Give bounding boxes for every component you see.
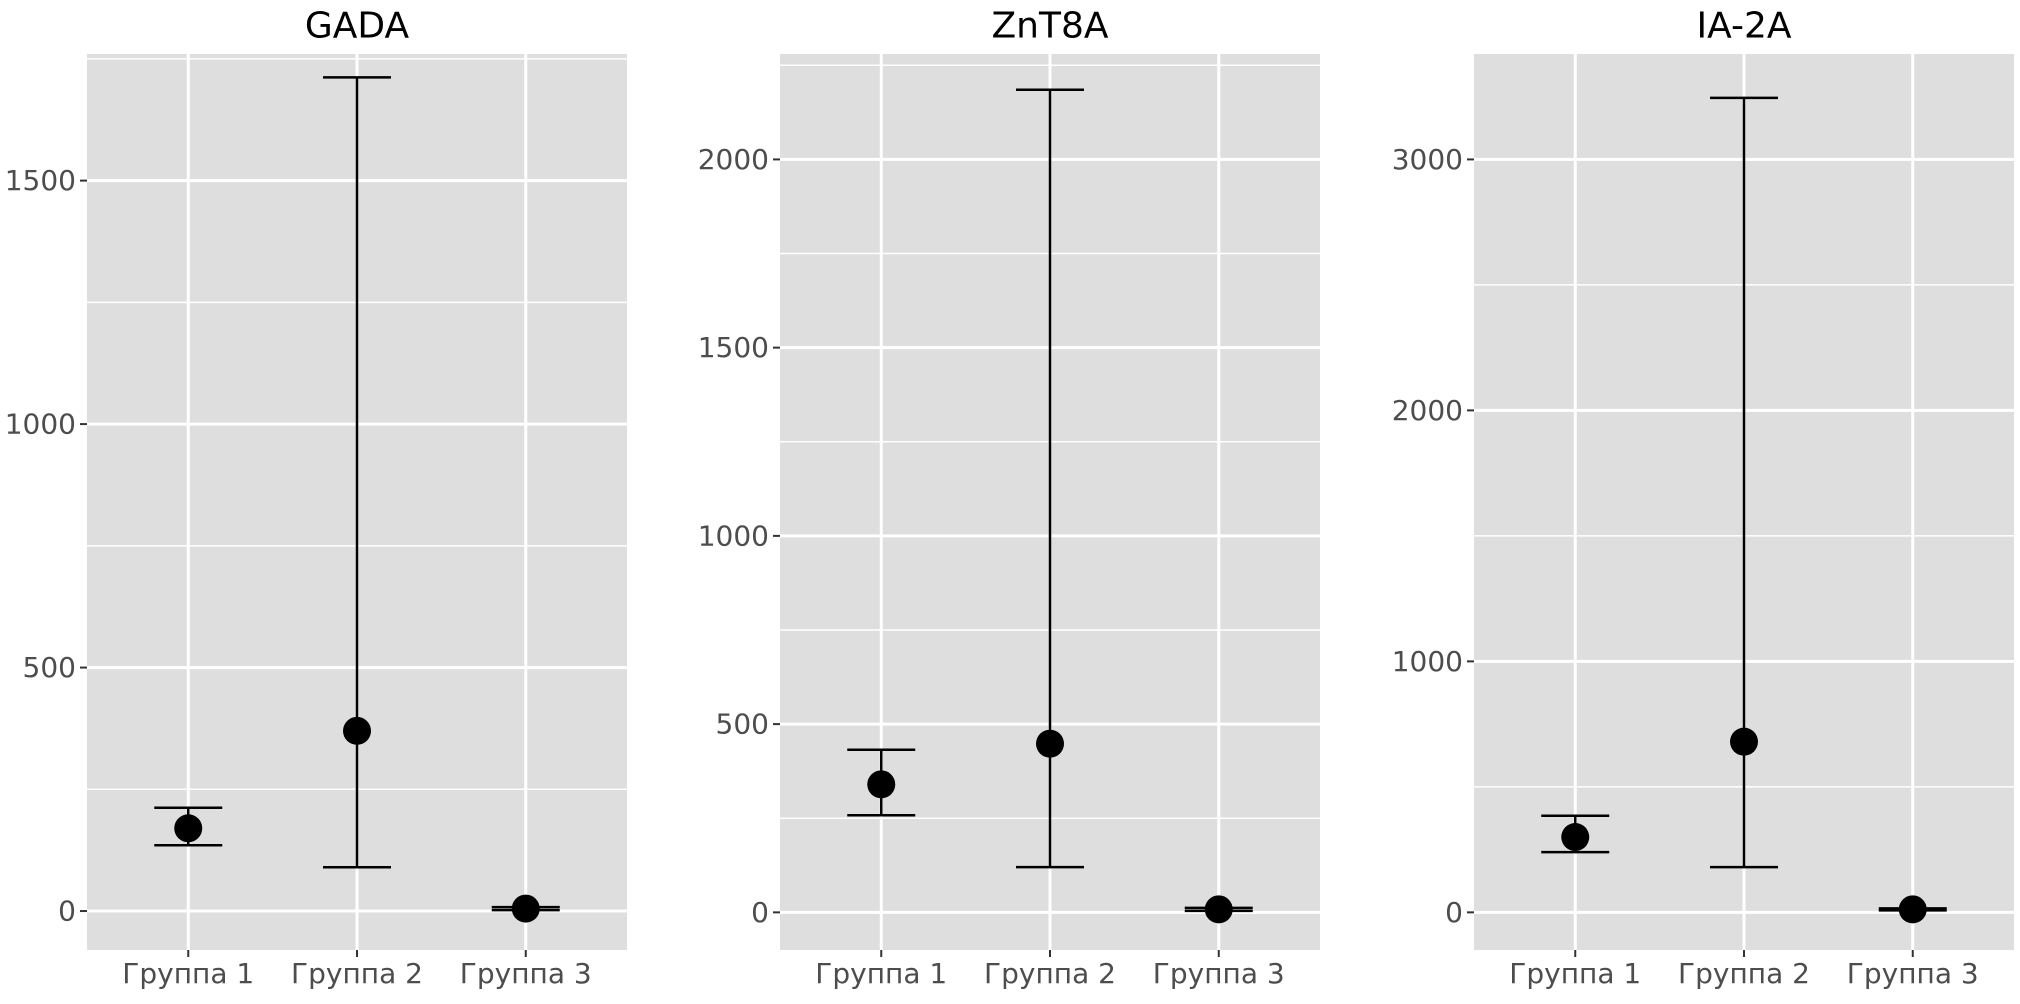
- y-tick-label: 1500: [698, 331, 769, 364]
- y-tick-label: 2000: [1392, 394, 1463, 427]
- x-tick-label: Группа 1: [1509, 957, 1641, 990]
- data-point: [867, 770, 896, 799]
- panel-title: ZnT8A: [992, 6, 1109, 47]
- x-tick-label: Группа 3: [1153, 957, 1285, 990]
- y-tick-label: 500: [716, 708, 769, 741]
- x-tick-label: Группа 2: [291, 957, 423, 990]
- y-tick-label: 1000: [698, 519, 769, 552]
- x-tick-label: Группа 3: [1847, 957, 1979, 990]
- x-tick-label: Группа 3: [460, 957, 592, 990]
- panel-title: GADA: [305, 6, 410, 47]
- data-point: [174, 814, 203, 843]
- y-tick-label: 2000: [698, 143, 769, 176]
- data-point: [1036, 729, 1064, 758]
- panel-3: 0 1000 2000 3000 Группа 1 Группа 2 Группа 3 IA-…: [1392, 6, 2014, 990]
- y-tick-label: 0: [751, 896, 769, 929]
- x-tick-label: Группа 1: [815, 957, 947, 990]
- y-tick-label: 1500: [5, 164, 76, 197]
- data-point: [511, 894, 540, 923]
- y-tick-label: 3000: [1392, 143, 1463, 176]
- y-tick-label: 0: [58, 895, 76, 928]
- panel-title: IA-2A: [1697, 6, 1792, 47]
- panel-1: 0 500 1000 1500 Группа 1 Группа 2 Группа 3 GADA: [5, 6, 627, 990]
- data-point: [1898, 895, 1927, 924]
- data-point: [343, 716, 371, 745]
- y-tick-label: 0: [1445, 896, 1463, 929]
- y-tick-label: 500: [23, 651, 76, 684]
- data-point: [1730, 727, 1758, 756]
- data-point: [1561, 823, 1590, 852]
- y-tick-label: 1000: [1392, 645, 1463, 678]
- y-tick-label: 1000: [5, 408, 76, 441]
- x-tick-label: Группа 2: [1678, 957, 1810, 990]
- panel-2: 0 500 1000 1500 2000 Группа 1 Группа 2 Группа 3…: [698, 6, 1320, 990]
- data-point: [1204, 895, 1233, 924]
- x-tick-label: Группа 2: [984, 957, 1116, 990]
- x-tick-label: Группа 1: [122, 957, 254, 990]
